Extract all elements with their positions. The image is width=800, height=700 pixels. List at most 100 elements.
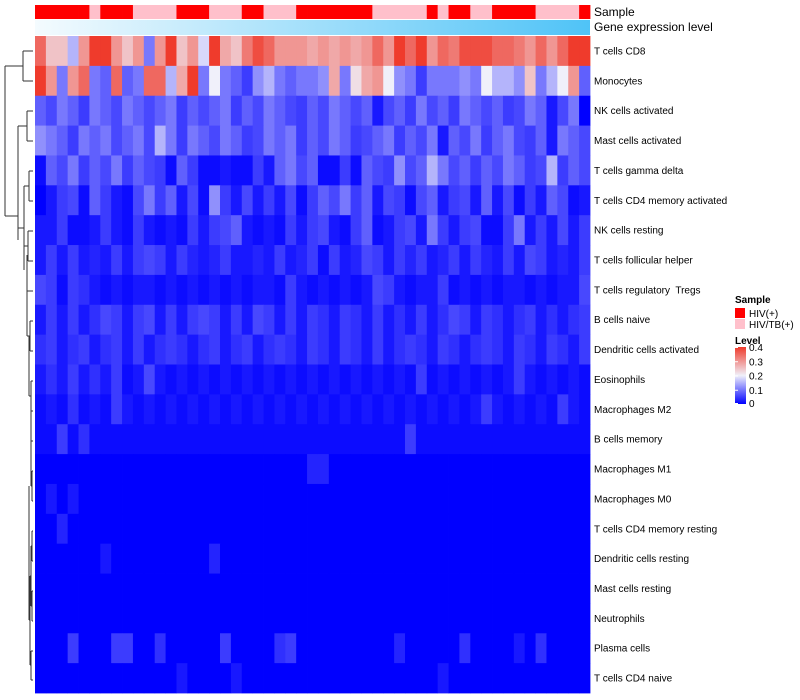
heatmap-cell (285, 215, 297, 246)
heatmap-cell (350, 394, 362, 425)
heatmap-cell (546, 394, 558, 425)
heatmap-cell (296, 304, 308, 336)
heatmap-cell (220, 633, 232, 664)
heatmap-cell (165, 65, 177, 97)
heatmap-cell (241, 334, 254, 365)
heatmap-cell (557, 513, 569, 545)
heatmap-cell (209, 543, 221, 574)
heatmap-cell (285, 603, 297, 634)
heatmap-cell (100, 245, 112, 276)
heatmap-cell (241, 185, 254, 216)
legend-level-tick-label: 0 (749, 399, 755, 410)
heatmap-cell (317, 483, 330, 515)
heatmap-cell (470, 633, 482, 664)
heatmap-cell (78, 215, 90, 246)
heatmap-cell (252, 125, 264, 156)
heatmap-cell (274, 394, 286, 425)
heatmap-cell (263, 513, 275, 545)
heatmap-cell (481, 95, 493, 126)
heatmap-cell (89, 36, 101, 67)
heatmap-cell (230, 633, 243, 664)
heatmap-cell (263, 483, 275, 515)
heatmap-cell (328, 603, 341, 634)
heatmap-cell (405, 125, 417, 156)
heatmap-cell (317, 454, 330, 485)
heatmap-cell (274, 95, 286, 126)
heatmap-cell (252, 483, 264, 515)
heatmap-cell (230, 573, 243, 604)
heatmap-cell (328, 155, 341, 186)
heatmap-cell (111, 304, 123, 336)
heatmap-cell (415, 274, 428, 306)
heatmap-cell (328, 573, 341, 604)
heatmap-cell (372, 65, 384, 97)
heatmap-cell (568, 304, 580, 336)
heatmap-cell (35, 274, 47, 306)
heatmap-cell (67, 573, 79, 604)
heatmap-cell (459, 633, 471, 664)
heatmap-cell (78, 95, 90, 126)
heatmap-cell (165, 215, 177, 246)
heatmap-cell (546, 454, 558, 485)
heatmap-cell (56, 95, 69, 126)
heatmap-cell (307, 185, 319, 216)
heatmap-cell (372, 573, 384, 604)
heatmap-cell (361, 603, 373, 634)
heatmap-cell (492, 513, 504, 545)
heatmap-cell (143, 483, 156, 515)
heatmap-cell (470, 364, 482, 395)
heatmap-cell (492, 215, 504, 246)
heatmap-cell (437, 663, 449, 694)
heatmap-cell (307, 543, 319, 574)
heatmap-cell (426, 334, 439, 365)
sample-annotation-cell (220, 5, 232, 19)
heatmap-cell (263, 454, 275, 485)
heatmap-cell (394, 573, 406, 604)
heatmap-cell (394, 36, 406, 67)
heatmap-cell (524, 394, 536, 425)
heatmap-cell (78, 543, 90, 574)
heatmap-cell (513, 424, 526, 455)
heatmap-cell (165, 125, 177, 156)
heatmap-cell (176, 454, 188, 485)
heatmap-cell (426, 513, 439, 545)
heatmap-cell (67, 543, 79, 574)
heatmap-cell (100, 65, 112, 97)
heatmap-cell (459, 513, 471, 545)
heatmap-cell (415, 633, 428, 664)
heatmap-cell (67, 454, 79, 485)
heatmap-cell (198, 663, 210, 694)
heatmap-cell (307, 633, 319, 664)
heatmap-cell (394, 364, 406, 395)
heatmap-cell (426, 65, 439, 97)
heatmap-cell (154, 394, 166, 425)
heatmap-cell (209, 513, 221, 545)
heatmap-cell (78, 155, 90, 186)
heatmap-cell (317, 543, 330, 574)
row-label: B cells naive (594, 315, 651, 326)
heatmap-cell (405, 36, 417, 67)
heatmap-cell (45, 633, 58, 664)
heatmap-cell (252, 394, 264, 425)
heatmap-cell (274, 603, 286, 634)
heatmap-cell (198, 543, 210, 574)
heatmap-cell (132, 245, 145, 276)
heatmap-cell (350, 304, 362, 336)
legend-sample-title: Sample (735, 295, 771, 306)
sample-annotation-cell (198, 5, 210, 19)
heatmap-cell (513, 36, 526, 67)
heatmap-cell (513, 95, 526, 126)
heatmap-cell (209, 573, 221, 604)
heatmap-cell (45, 185, 58, 216)
heatmap-cell (67, 334, 79, 365)
heatmap-cell (328, 304, 341, 336)
heatmap-cell (492, 603, 504, 634)
heatmap-cell (230, 95, 243, 126)
heatmap-cell (557, 155, 569, 186)
heatmap-cell (448, 155, 460, 186)
heatmap-cell (481, 603, 493, 634)
heatmap-cell (481, 513, 493, 545)
heatmap-cell (513, 334, 526, 365)
heatmap-cell (263, 185, 275, 216)
heatmap-cell (481, 633, 493, 664)
